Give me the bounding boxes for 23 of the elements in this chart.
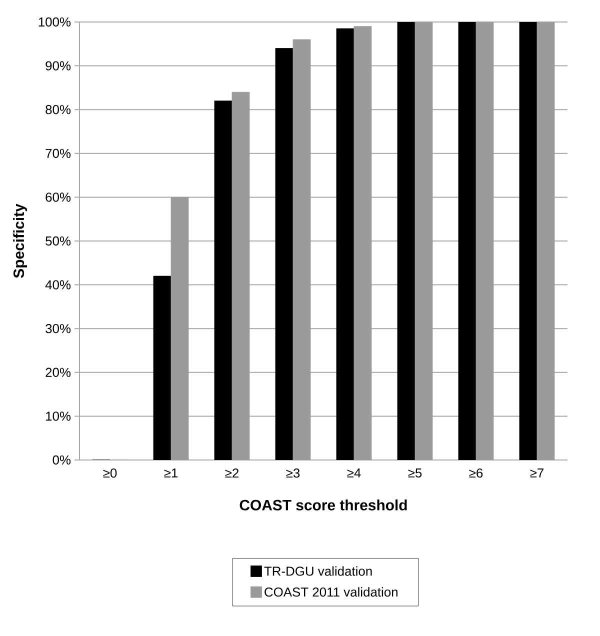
y-axis-title: Specificity — [13, 204, 28, 278]
y-tick-label: 40% — [45, 280, 71, 290]
y-tick-label: 30% — [46, 324, 71, 334]
y-tick-label: 70% — [46, 148, 71, 158]
y-tick-label: 20% — [46, 368, 71, 377]
x-axis-title: COAST score threshold — [240, 499, 407, 510]
x-tick-label: ≥5 — [408, 468, 422, 478]
x-tick-label: ≥3 — [286, 468, 300, 478]
y-tick-label: 90% — [46, 61, 71, 70]
x-tick-label: ≥7 — [530, 468, 544, 478]
legend-label: TR-DGU validation — [264, 566, 372, 576]
x-tick-label: ≥0 — [103, 468, 117, 478]
y-tick-label: 0% — [52, 455, 71, 465]
y-tick-label: 60% — [46, 192, 71, 202]
legend-label: COAST 2011 validation — [264, 587, 398, 597]
x-tick-label: ≥4 — [347, 468, 361, 478]
y-tick-label: 50% — [46, 236, 71, 246]
y-tick-label: 80% — [46, 105, 71, 114]
y-tick-label: 10% — [46, 412, 71, 421]
x-tick-label: ≥6 — [469, 468, 483, 478]
x-tick-label: ≥2 — [225, 468, 238, 478]
x-tick-label: ≥1 — [164, 468, 178, 478]
y-tick-label: 100% — [38, 17, 71, 27]
